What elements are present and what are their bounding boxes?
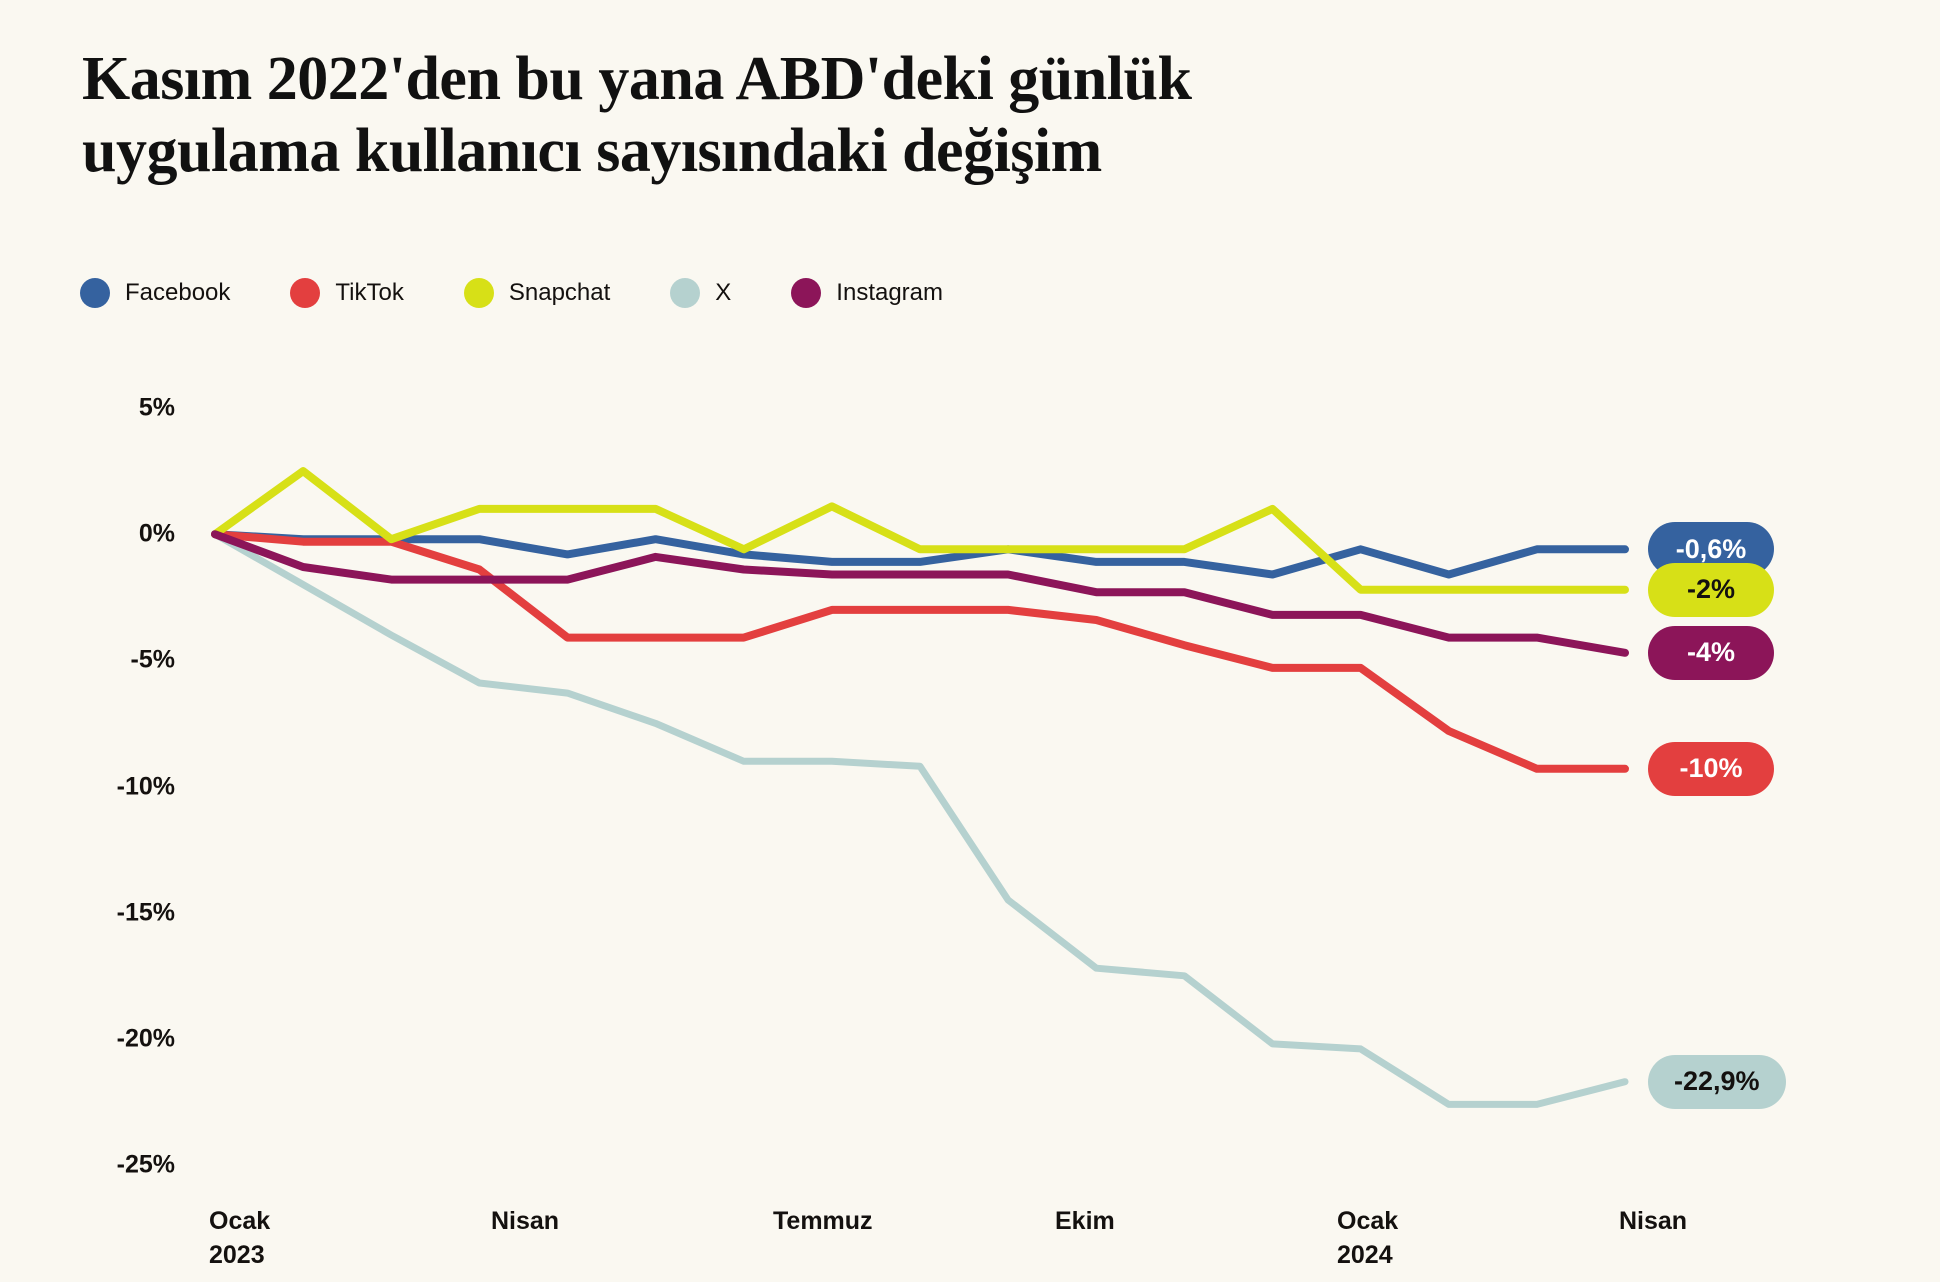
end-value-badge[interactable]: -4% [1648,625,1774,680]
legend-swatch-icon [791,278,822,308]
legend-item-facebook[interactable]: Facebook [80,278,230,308]
y-axis-tick-label: -5% [130,645,175,674]
legend-item-instagram[interactable]: Instagram [791,278,943,308]
legend-item-label: Instagram [836,279,944,306]
y-axis-tick-label: 5% [138,393,175,422]
legend-swatch-icon [80,278,110,308]
series-line-tiktok [211,530,1629,773]
series-line-x [211,530,1629,1108]
legend-swatch-icon [290,278,321,308]
page-title: Kasım 2022'den bu yana ABD'deki günlük u… [82,45,1192,185]
x-axis-tick-label: Ocak 2024 [1337,1207,1399,1269]
legend-item-label: TikTok [335,279,404,306]
x-axis-tick-label: Ekim [1055,1207,1115,1235]
end-value-badge[interactable]: -10% [1648,741,1774,796]
series-line-facebook [211,530,1629,579]
y-axis-tick-label: -25% [116,1150,175,1179]
series-line-snapchat [211,467,1629,594]
legend-item-tiktok[interactable]: TikTok [290,278,404,308]
legend-item-x[interactable]: X [670,278,731,308]
x-axis-tick-label: Nisan [491,1207,560,1235]
y-axis-tick-label: -15% [116,898,175,927]
chart-legend: Facebook TikTok Snapchat X Instagram [80,278,1003,308]
series-line-instagram [211,530,1629,657]
x-axis-tick-label: Ocak 2023 [209,1207,271,1269]
legend-swatch-icon [463,278,494,308]
y-axis-tick-label: -20% [116,1024,175,1053]
legend-item-label: X [715,279,732,306]
y-axis-tick-label: 0% [138,519,175,548]
end-value-badge[interactable]: -2% [1648,562,1774,617]
x-axis-tick-label: Temmuz [773,1207,873,1235]
x-axis-tick-label: Nisan [1619,1207,1688,1235]
legend-item-label: Snapchat [508,279,611,306]
end-value-badge[interactable]: -22,9% [1648,1054,1786,1109]
legend-swatch-icon [670,278,701,308]
y-axis-tick-label: -10% [116,772,175,800]
legend-item-label: Facebook [125,279,231,306]
legend-item-snapchat[interactable]: Snapchat [463,278,611,308]
